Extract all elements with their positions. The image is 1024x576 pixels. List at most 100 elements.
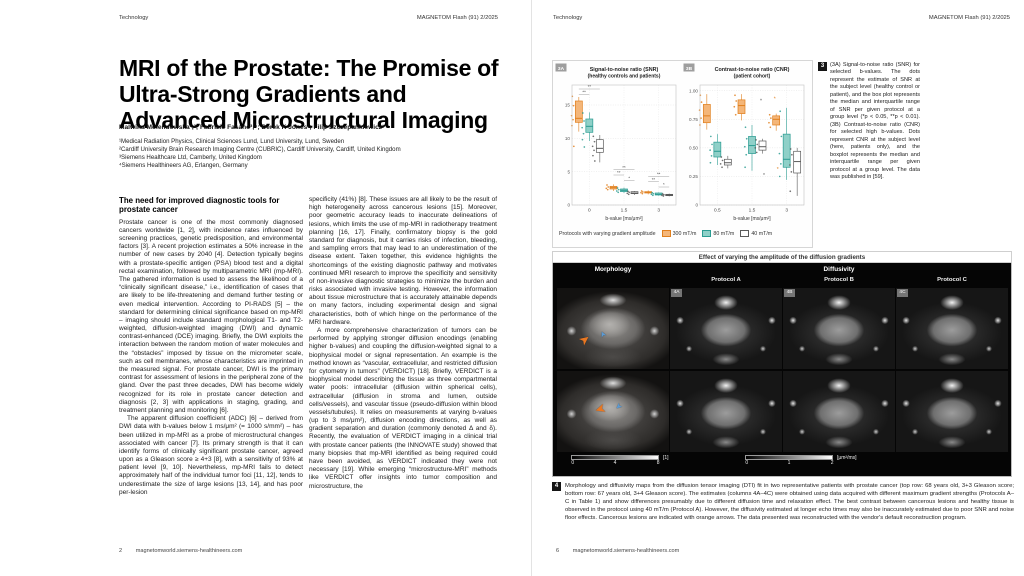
mri-morphology-patient1: ➤ ➤: [557, 288, 669, 369]
svg-text:0.50: 0.50: [689, 145, 698, 150]
legend-item-80mtm: 80 mT/m: [702, 230, 734, 237]
legend-swatch-white: [740, 230, 750, 237]
body-column-2: specificity (41%) [8]. These issues are …: [309, 196, 497, 491]
legend-item-40mtm: 40 mT/m: [740, 230, 772, 237]
svg-text:*: *: [777, 167, 779, 173]
svg-text:0.75: 0.75: [689, 117, 698, 122]
svg-text:0: 0: [567, 203, 570, 208]
figure-3-panels: 0 5 10 15 0 1.5 3 Signal-to-noise ratio (SNR) (h…: [555, 63, 810, 229]
mri-diffusivity-protocolC-patient1: 4C: [896, 288, 1008, 369]
orange-arrow-icon: ➤: [575, 330, 594, 350]
colorbar-ticks: 0 4 8: [571, 460, 659, 468]
morphology-label: Morphology: [594, 266, 632, 273]
affiliation-3: ³Siemens Healthcare Ltd, Camberly, Unite…: [119, 154, 262, 162]
figure-4-protocol-labels: Protocol A Protocol B Protocol C: [557, 277, 1007, 288]
svg-text:15: 15: [565, 103, 571, 108]
legend-swatch-orange: [661, 230, 671, 237]
svg-text:*: *: [763, 173, 765, 179]
paragraph: A more comprehensive characterization of…: [309, 327, 497, 490]
figure-4-mri: Effect of varying the amplitude of the d…: [552, 251, 1012, 477]
tile-label-4c: 4C: [897, 289, 908, 297]
scalebar-diffusivity: 0 1 2 [μm²/ms]: [745, 455, 857, 468]
grayscale-colorbar: [745, 455, 833, 460]
legend-title: Protocols with varying gradient amplitud…: [559, 230, 656, 237]
authors-line: Malwina Molendowska¹,²; Fabrizio Fasano³…: [119, 124, 385, 131]
svg-text:0: 0: [588, 208, 591, 214]
svg-text:3B: 3B: [686, 66, 693, 72]
legend-swatch-teal: [702, 230, 712, 237]
figure-4-scalebars: 0 4 8 [1] 0 1 2: [557, 452, 1007, 474]
svg-text:**: **: [657, 172, 661, 177]
protocol-a-label: Protocol A: [711, 277, 741, 283]
affiliation-2: ²Cardiff University Brain Research Imagi…: [119, 146, 401, 154]
legend-item-300mtm: 300 mT/m: [661, 230, 697, 237]
svg-text:1.5: 1.5: [621, 208, 628, 214]
figure-4-header: Effect of varying the amplitude of the d…: [552, 251, 1012, 263]
colorbar-ticks: 0 1 2: [745, 460, 833, 468]
svg-text:*: *: [774, 96, 776, 102]
affiliation-1: ¹Medical Radiation Physics, Clinical Sci…: [119, 138, 345, 145]
page-footer-right: 6 magnetomworld.siemens-healthineers.com: [556, 548, 679, 554]
page-number: 2: [119, 548, 123, 554]
figure-4-canvas: Morphology Diffusivity Protocol A Protoc…: [552, 263, 1012, 477]
figure-3-legend: Protocols with varying gradient amplitud…: [559, 230, 810, 237]
tick-label: 4: [613, 460, 617, 466]
svg-text:b-value [ms/μm²]: b-value [ms/μm²]: [605, 216, 643, 222]
section-label: Technology: [119, 15, 149, 21]
figure-4-image-grid: ➤ ➤ 4A 4B 4C ➤ ➤: [557, 288, 1008, 452]
figure-4-number-badge: 4: [552, 482, 561, 491]
svg-text:**: **: [652, 177, 656, 182]
protocol-b-label: Protocol B: [824, 277, 854, 283]
mri-diffusivity-protocolC-patient2: [896, 371, 1008, 452]
svg-text:**: **: [588, 84, 592, 89]
svg-text:0: 0: [695, 203, 698, 208]
svg-text:*: *: [760, 99, 762, 105]
svg-text:3: 3: [657, 208, 660, 214]
figure-4-column-groups: Morphology Diffusivity: [557, 266, 1007, 277]
figure-3-number-badge: 3: [818, 62, 827, 71]
tick-label: 0: [745, 460, 749, 466]
page-footer-left: 2 magnetomworld.siemens-healthineers.com: [119, 548, 242, 554]
tick-label: 0: [571, 460, 575, 466]
legend-label: 40 mT/m: [751, 230, 773, 237]
scalebar-morphology: 0 4 8 [1]: [571, 455, 669, 468]
svg-text:**: **: [622, 165, 626, 170]
snr-boxplot: 0 5 10 15 0 1.5 3 Signal-to-noise ratio (SNR)(h…: [555, 63, 677, 222]
legend-label: 300 mT/m: [672, 230, 697, 237]
figure-3-caption: 3 (3A) Signal-to-noise ratio (SNR) for s…: [818, 62, 920, 182]
page-number: 6: [556, 548, 560, 554]
tick-label: 2: [830, 460, 834, 466]
journal-label: MAGNETOM Flash (91) 2/2025: [416, 15, 498, 21]
legend-label: 80 mT/m: [713, 230, 735, 237]
svg-text:b-value [ms/μm²]: b-value [ms/μm²]: [733, 216, 771, 222]
paragraph: Prostate cancer is one of the most commo…: [119, 218, 303, 414]
mri-diffusivity-protocolB-patient2: [783, 371, 895, 452]
protocol-c-label: Protocol C: [937, 277, 967, 283]
svg-text:*: *: [663, 182, 665, 187]
paragraph: specificity (41%) [8]. These issues are …: [309, 196, 497, 326]
tile-label-4b: 4B: [784, 289, 795, 297]
section-label: Technology: [553, 15, 583, 21]
svg-text:10: 10: [565, 136, 571, 141]
affiliation-4: ⁴Siemens Healthineers AG, Erlangen, Germ…: [119, 162, 248, 170]
mri-morphology-patient2: ➤ ➤: [557, 371, 669, 452]
svg-text:0.5: 0.5: [714, 208, 721, 214]
orange-arrow-icon: ➤: [593, 401, 609, 419]
mri-diffusivity-protocolB-patient1: 4B: [783, 288, 895, 369]
mri-diffusivity-protocolA-patient2: [670, 371, 782, 452]
figure-3-caption-text: (3A) Signal-to-noise ratio (SNR) for sel…: [830, 62, 920, 181]
svg-text:**: **: [582, 90, 586, 95]
svg-text:1.00: 1.00: [689, 88, 698, 93]
cnr-boxplot: 0 0.25 0.50 0.75 1.00 0.5 1.5 3 Contrast-to-nois…: [683, 63, 805, 222]
grayscale-colorbar: [571, 455, 659, 460]
svg-text:Contrast-to-noise ratio (CNR): Contrast-to-noise ratio (CNR): [715, 67, 790, 73]
figure-3-boxplots: 0 5 10 15 0 1.5 3 Signal-to-noise ratio (SNR) (h…: [552, 60, 813, 248]
article-title: MRI of the Prostate: The Promise of Ultr…: [119, 55, 499, 134]
svg-text:**: **: [617, 170, 621, 175]
tick-label: 8: [656, 460, 660, 466]
figure-4-caption-text: Morphology and diffusivity maps from the…: [565, 483, 1014, 522]
svg-text:(patient cohort): (patient cohort): [734, 74, 771, 80]
footer-url: magnetomworld.siemens-healthineers.com: [135, 548, 243, 554]
diffusivity-label: Diffusivity: [823, 266, 855, 273]
